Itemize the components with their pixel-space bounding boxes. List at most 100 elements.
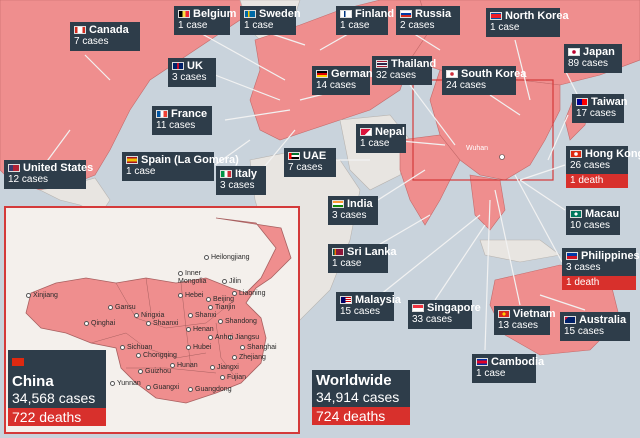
- worldwide-stat-box: Worldwide 34,914 cases 724 deaths: [312, 370, 410, 425]
- country-label-cambodia: Cambodia 1 case: [472, 354, 544, 383]
- belgium-flag-icon: [178, 10, 190, 19]
- province-label-shanxi: Shanxi: [188, 312, 216, 320]
- italy-cases: 3 cases: [220, 180, 255, 191]
- singapore-name: Singapore: [427, 302, 481, 314]
- worldwide-deaths: 724 deaths: [312, 407, 410, 425]
- belgium-cases: 1 case: [178, 20, 208, 31]
- macau-name: Macau: [585, 208, 620, 220]
- macau-cases: 10 cases: [570, 220, 611, 231]
- us-flag-icon: [8, 164, 20, 173]
- russia-name: Russia: [415, 8, 452, 20]
- country-label-russia: Russia 2 cases: [396, 6, 460, 35]
- malaysia-cases: 15 cases: [340, 306, 381, 317]
- province-label-hunan: Hunan: [170, 362, 198, 370]
- north-korea-cases: 1 case: [490, 22, 520, 33]
- province-label-guizhou: Guizhou: [138, 368, 171, 376]
- province-label-guangdong: Guangdong: [188, 386, 232, 394]
- province-label-chongqing: Chongqing: [136, 352, 177, 360]
- indonesia-landmass: [479, 239, 561, 263]
- uk-flag-icon: [172, 62, 184, 71]
- india-name: India: [347, 198, 373, 210]
- japan-cases: 89 cases: [568, 58, 609, 69]
- australia-name: Australia: [579, 314, 627, 326]
- singapore-cases: 33 cases: [412, 314, 453, 325]
- province-label-jiangsu: Jiangsu: [228, 334, 259, 342]
- province-label-hebei: Hebei: [178, 292, 203, 300]
- uk-name: UK: [187, 60, 203, 72]
- finland-cases: 1 case: [340, 20, 370, 31]
- province-label-yunnan: Yunnan: [110, 380, 141, 388]
- province-label-gansu: Gansu: [108, 304, 136, 312]
- province-label-jilin: Jilin: [222, 278, 241, 286]
- uae-flag-icon: [288, 152, 300, 161]
- malaysia-flag-icon: [340, 296, 352, 305]
- worldwide-cases: 34,914 cases: [316, 389, 400, 405]
- country-label-uk: UK 3 cases: [168, 58, 216, 87]
- australia-flag-icon: [564, 316, 576, 325]
- cambodia-cases: 1 case: [476, 368, 506, 379]
- province-label-zhejiang: Zhejiang: [232, 354, 266, 362]
- cambodia-flag-icon: [476, 358, 488, 367]
- country-label-japan: Japan 89 cases: [564, 44, 622, 73]
- province-label-ningxia: Ningxia: [134, 312, 164, 320]
- province-label-xinjiang: Xinjiang: [26, 292, 58, 300]
- taiwan-name: Taiwan: [591, 96, 628, 108]
- north-korea-flag-icon: [490, 12, 502, 21]
- country-label-germany: Germany 14 cases: [312, 66, 379, 95]
- russia-cases: 2 cases: [400, 20, 435, 31]
- province-label-fujian: Fujian: [220, 374, 246, 382]
- thailand-name: Thailand: [391, 58, 437, 70]
- vietnam-cases: 13 cases: [498, 320, 539, 331]
- uae-cases: 7 cases: [288, 162, 323, 173]
- united-states-cases: 12 cases: [8, 174, 49, 185]
- country-label-south-korea: South Korea 24 cases: [442, 66, 526, 95]
- russia-flag-icon: [400, 10, 412, 19]
- germany-flag-icon: [316, 70, 328, 79]
- singapore-flag-icon: [412, 304, 424, 313]
- uk-cases: 3 cases: [172, 72, 207, 83]
- country-label-vietnam: Vietnam 13 cases: [494, 306, 556, 335]
- uae-name: UAE: [303, 150, 327, 162]
- province-label-anhui: Anhui: [208, 334, 233, 342]
- country-label-australia: Australia 15 cases: [560, 312, 630, 341]
- province-label-liaoning: Liaoning: [232, 290, 265, 298]
- china-name: China: [12, 373, 54, 390]
- sweden-cases: 1 case: [244, 20, 274, 31]
- country-label-finland: Finland 1 case: [336, 6, 394, 35]
- province-label-sichuan: Sichuan: [120, 344, 152, 352]
- province-label-guangxi: Guangxi: [146, 384, 179, 392]
- taiwan-cases: 17 cases: [576, 108, 617, 119]
- nepal-cases: 1 case: [360, 138, 390, 149]
- country-label-spain: Spain (La Gomera) 1 case: [122, 152, 239, 181]
- philippines-deaths: 1 death: [562, 276, 636, 290]
- hong-kong-flag-icon: [570, 150, 582, 159]
- cambodia-name: Cambodia: [491, 356, 545, 368]
- hong-kong-cases: 26 cases: [570, 160, 611, 171]
- province-label-hubei: Hubei: [186, 344, 211, 352]
- thailand-cases: 32 cases: [376, 70, 417, 81]
- philippines-name: Philippines: [581, 250, 640, 262]
- country-label-malaysia: Malaysia 15 cases: [336, 292, 401, 321]
- china-cases: 34,568 cases: [12, 390, 96, 406]
- province-label-qinghai: Qinghai: [84, 320, 115, 328]
- sweden-flag-icon: [244, 10, 256, 19]
- canada-name: Canada: [89, 24, 129, 36]
- north-korea-name: North Korea: [505, 10, 569, 22]
- philippines-flag-icon: [566, 252, 578, 261]
- hong-kong-name: Hong Kong: [585, 148, 640, 160]
- india-cases: 3 cases: [332, 210, 367, 221]
- country-label-thailand: Thailand 32 cases: [372, 56, 436, 85]
- country-label-singapore: Singapore 33 cases: [408, 300, 481, 329]
- hong-kong-deaths: 1 death: [566, 174, 628, 188]
- germany-cases: 14 cases: [316, 80, 357, 91]
- france-cases: 11 cases: [156, 120, 196, 131]
- canada-cases: 7 cases: [74, 36, 109, 47]
- province-label-beijing: Beijing: [206, 296, 234, 304]
- country-label-sweden: Sweden 1 case: [240, 6, 301, 35]
- belgium-name: Belgium: [193, 8, 237, 20]
- finland-flag-icon: [340, 10, 352, 19]
- united-states-name: United States: [23, 162, 94, 174]
- macau-flag-icon: [570, 210, 582, 219]
- sri-lanka-flag-icon: [332, 248, 344, 257]
- finland-name: Finland: [355, 8, 395, 20]
